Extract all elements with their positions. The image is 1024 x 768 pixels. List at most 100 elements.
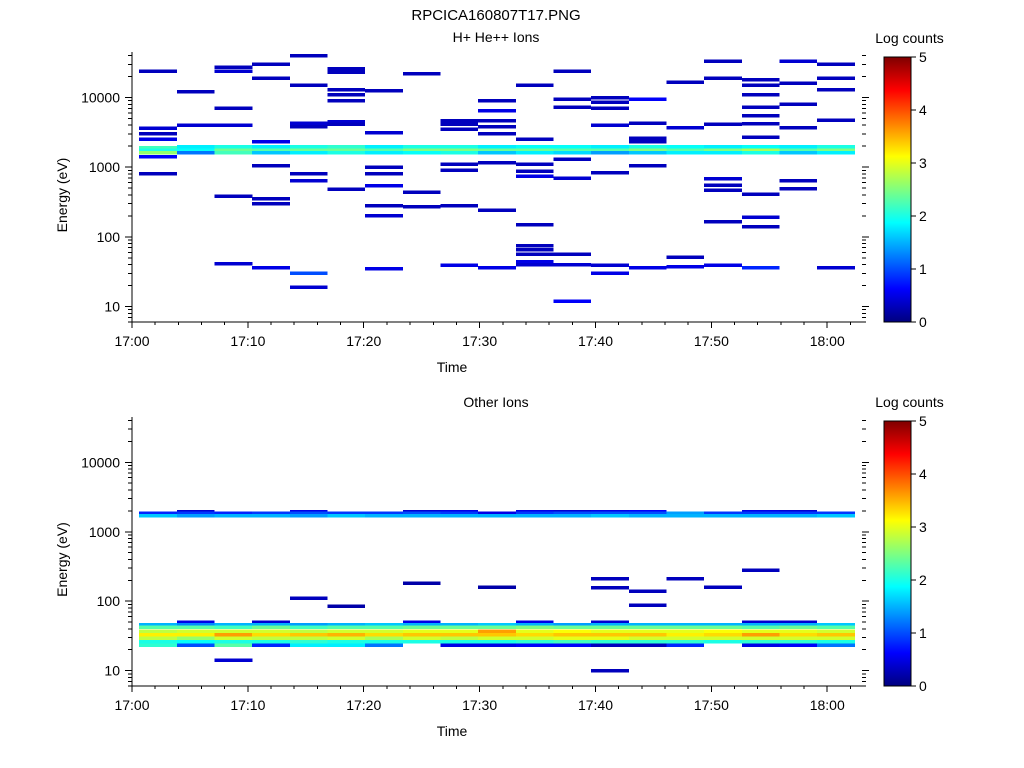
heatmap-cell xyxy=(591,625,629,630)
heatmap-cell xyxy=(741,122,780,126)
heatmap-cell xyxy=(139,640,177,644)
heatmap-cell xyxy=(553,262,592,267)
x-tick-label: 17:10 xyxy=(230,697,265,713)
heatmap-cell xyxy=(252,629,290,633)
heatmap-cell xyxy=(591,511,629,515)
heatmap-cell xyxy=(779,145,818,149)
heatmap-cell xyxy=(252,643,290,648)
colorbar-gradient xyxy=(883,420,912,687)
heatmap-cell xyxy=(628,636,667,641)
heatmap-cell xyxy=(741,78,780,82)
heatmap-cell xyxy=(817,511,855,515)
heatmap-cell xyxy=(176,511,215,515)
heatmap-cell xyxy=(139,625,177,630)
heatmap-cell xyxy=(817,622,855,627)
heatmap-cell xyxy=(741,105,780,109)
y-tick-label: 10 xyxy=(104,663,120,679)
heatmap-cell xyxy=(779,632,818,637)
colorbar-tick-label: 5 xyxy=(919,49,927,65)
colorbar-tick-label: 2 xyxy=(919,208,927,224)
x-axis-label: Time xyxy=(437,359,468,375)
heatmap-cell xyxy=(779,81,818,85)
heatmap-cell xyxy=(704,585,742,589)
heatmap-cell xyxy=(704,59,742,64)
y-tick-label: 1000 xyxy=(89,524,120,540)
heatmap-cell xyxy=(515,137,554,142)
heatmap-cell xyxy=(440,119,479,123)
heatmap-cell xyxy=(327,604,366,608)
heatmap-cell xyxy=(440,632,479,637)
heatmap-cell xyxy=(741,632,780,637)
heatmap-cell xyxy=(628,625,667,630)
heatmap-cell xyxy=(139,151,177,155)
heatmap-cell xyxy=(515,625,554,630)
heatmap-cell xyxy=(440,636,479,641)
heatmap-cell xyxy=(327,92,366,97)
heatmap-cell xyxy=(741,629,780,633)
heatmap-cell xyxy=(666,640,705,644)
heatmap-cell xyxy=(365,184,403,188)
heatmap-cell xyxy=(515,162,554,166)
heatmap-cell xyxy=(817,643,855,648)
heatmap-cell xyxy=(591,123,629,127)
heatmap-cell xyxy=(176,620,215,624)
heatmap-cell xyxy=(817,118,855,123)
heatmap-cell xyxy=(704,514,742,518)
heatmap-cell xyxy=(779,640,818,644)
heatmap-cell xyxy=(591,636,629,641)
heatmap-cell xyxy=(741,643,780,648)
heatmap-cell xyxy=(440,625,479,630)
heatmap-cell xyxy=(591,263,629,268)
heatmap-cell xyxy=(327,98,366,103)
x-tick-label: 17:10 xyxy=(230,333,265,349)
heatmap-cell xyxy=(365,89,403,93)
heatmap-cell xyxy=(214,643,253,648)
colorbar-tick-label: 1 xyxy=(919,625,927,641)
heatmap-cell xyxy=(741,192,780,196)
heatmap-cell xyxy=(666,125,705,130)
heatmap-cell xyxy=(214,65,253,70)
heatmap-cell xyxy=(440,122,479,127)
heatmap-cell xyxy=(327,151,366,155)
heatmap-cell xyxy=(515,151,554,155)
heatmap-cell xyxy=(817,76,855,80)
heatmap-cell xyxy=(478,514,516,518)
heatmap-cell xyxy=(704,188,742,192)
heatmap-cell xyxy=(591,171,629,175)
heatmap-cell xyxy=(628,643,667,648)
heatmap-cell xyxy=(515,629,554,633)
heatmap-cell xyxy=(289,178,328,183)
heatmap-cell xyxy=(515,511,554,515)
heatmap-cell xyxy=(440,629,479,633)
heatmap-cell xyxy=(478,151,516,155)
heatmap-cell xyxy=(139,132,177,136)
x-tick-label: 17:50 xyxy=(694,333,729,349)
heatmap-cell xyxy=(553,105,592,109)
heatmap-cell xyxy=(741,224,780,229)
heatmap-cell xyxy=(779,187,818,191)
heatmap-cell xyxy=(666,148,705,152)
heatmap-cell xyxy=(176,514,215,518)
heatmap-cell xyxy=(741,511,780,515)
heatmap-cell xyxy=(214,69,253,73)
heatmap-cell xyxy=(214,148,253,152)
heatmap-cell xyxy=(214,151,253,155)
heatmap-cell xyxy=(591,668,629,673)
heatmap-cell xyxy=(478,640,516,644)
heatmap-cell xyxy=(365,266,403,271)
heatmap-cell xyxy=(252,201,290,206)
heatmap-cell xyxy=(704,636,742,641)
heatmap-cell xyxy=(553,252,592,257)
heatmap-cell xyxy=(779,178,818,183)
x-tick-label: 17:00 xyxy=(114,697,149,713)
heatmap-cell xyxy=(176,640,215,644)
heatmap-cell xyxy=(478,632,516,637)
colorbar-tick-label: 3 xyxy=(919,519,927,535)
heatmap-cell xyxy=(704,76,742,80)
heatmap-cell xyxy=(817,629,855,633)
heatmap-cell xyxy=(327,148,366,152)
heatmap-cell xyxy=(628,514,667,518)
heatmap-cell xyxy=(591,151,629,155)
heatmap-cell xyxy=(741,640,780,644)
y-tick-label: 1000 xyxy=(89,159,120,175)
